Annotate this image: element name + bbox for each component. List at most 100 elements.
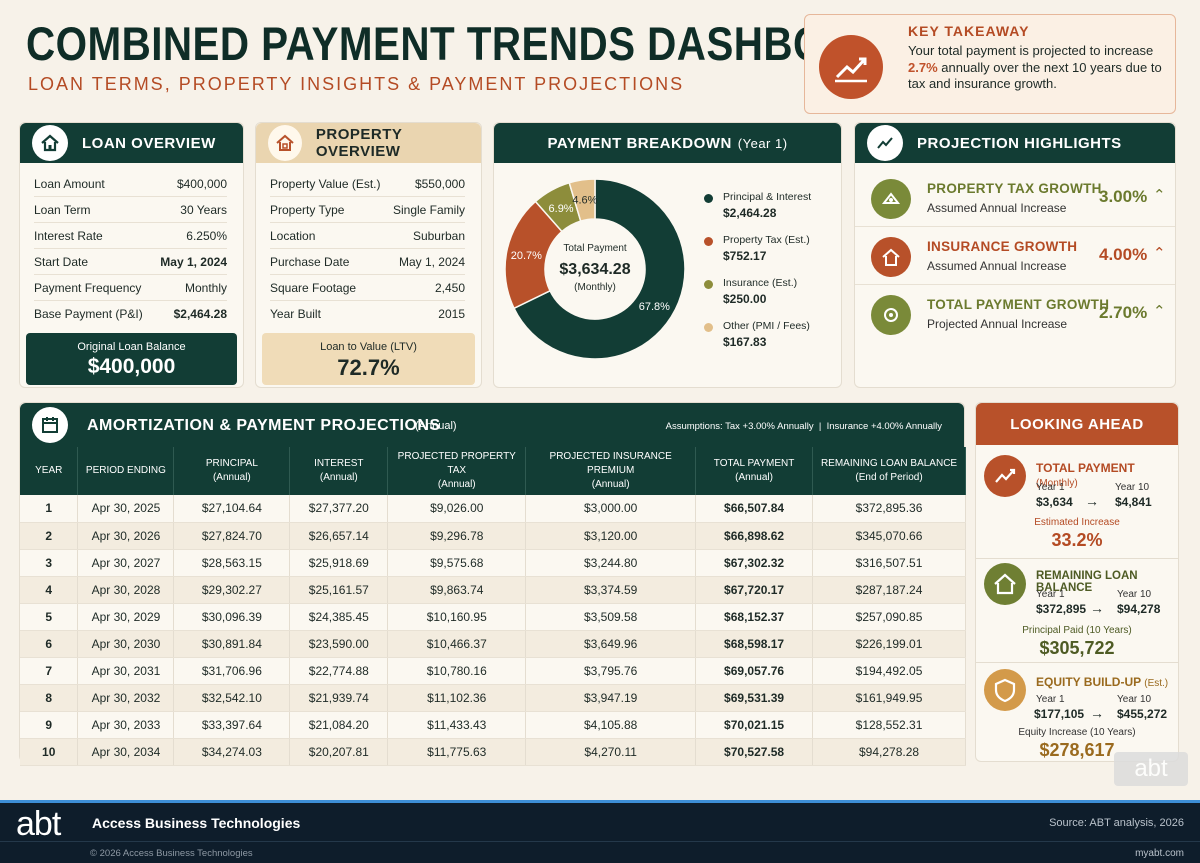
table-cell: Apr 30, 2030 [77,630,175,658]
amortization-table: YEAR PERIOD ENDING PRINCIPAL (Annual) INTERE… [20,447,966,766]
table-cell: $3,947.19 [525,684,697,712]
payment-breakdown-title: PAYMENT BREAKDOWN [547,134,732,152]
payment-breakdown-suffix: (Year 1) [737,135,788,151]
calendar-icon [32,407,68,443]
percent-icon [871,179,911,219]
box-value: $400,000 [87,355,176,378]
legend-name: Property Tax (Est.) [723,234,810,246]
column-header: PROJECTED PROPERTY TAX (Annual) [387,447,527,495]
table-cell: Apr 30, 2031 [77,657,175,685]
table-cell: $67,720.17 [695,576,814,604]
shield-icon [984,669,1026,711]
property-row: Location Suburban [270,223,465,249]
ltv-box: Loan to Value (LTV) 72.7% [262,333,475,385]
table-cell: $70,527.58 [695,738,814,766]
column-header: YEAR [20,447,79,495]
donut-slice-label: 4.6% [572,195,597,207]
table-cell: Apr 30, 2033 [77,711,175,739]
table-cell: $94,278.28 [812,738,966,766]
projection-highlights-header: PROJECTION HIGHLIGHTS [855,123,1175,163]
trend-up-icon [984,455,1026,497]
table-cell: $9,026.00 [387,495,527,523]
building-icon [268,125,302,161]
legend-value: $167.83 [723,335,767,349]
table-cell: $68,152.37 [695,603,814,631]
table-cell: $372,895.36 [812,495,966,523]
table-cell: $3,000.00 [525,495,697,523]
table-row: 7 Apr 30, 2031 $31,706.96 $22,774.88 $10,780… [20,657,966,685]
key-takeaway-card: KEY TAKEAWAY Your total payment is proje… [804,14,1176,114]
property-row: Property Type Single Family [270,197,465,223]
la-y10-label: Year 10 [1115,482,1150,493]
arrow-right-icon: → [1090,705,1104,721]
highlight-value: 2.70% [1099,303,1148,322]
table-cell: $66,898.62 [695,522,814,550]
la-y1-label: Year 1 [1036,589,1065,600]
la-note-value: $278,617 [1039,740,1115,760]
loan-row: Loan Amount $400,000 [34,171,227,197]
table-cell: $345,070.66 [812,522,966,550]
table-cell: $10,160.95 [387,603,527,631]
table-cell: $226,199.01 [812,630,966,658]
legend-value: $2,464.28 [723,206,777,220]
arrow-right-icon: → [1090,600,1104,616]
table-cell: 10 [20,738,79,766]
table-cell: $316,507.51 [812,549,966,577]
table-cell: $3,374.59 [525,576,697,604]
table-row: 2 Apr 30, 2026 $27,824.70 $26,657.14 $9,296.… [20,522,966,550]
table-cell: $4,270.11 [525,738,697,766]
payment-breakdown-header: PAYMENT BREAKDOWN (Year 1) [494,123,841,163]
table-cell: $11,102.36 [387,684,527,712]
table-cell: Apr 30, 2034 [77,738,175,766]
table-cell: $27,104.64 [173,495,291,523]
website-link[interactable]: myabt.com [1135,848,1184,859]
table-cell: $11,775.63 [387,738,527,766]
table-row: 8 Apr 30, 2032 $32,542.10 $21,939.74 $11,102… [20,684,966,712]
table-cell: $9,296.78 [387,522,527,550]
table-cell: $27,377.20 [289,495,389,523]
table-cell: $10,780.16 [387,657,527,685]
loan-label: Loan Amount [34,176,105,191]
property-label: Square Footage [270,280,357,295]
highlight-row: PROPERTY TAX GROWTH Assumed Annual Increa… [855,169,1175,227]
column-header: PROJECTED INSURANCE PREMIUM (Annual) [525,447,697,495]
la-y1: $177,105 [1034,707,1085,721]
loan-row: Loan Term 30 Years [34,197,227,223]
loan-overview-title: LOAN OVERVIEW [82,134,216,152]
legend-name: Other (PMI / Fees) [723,320,810,332]
table-cell: $257,090.85 [812,603,966,631]
table-cell: $31,706.96 [173,657,291,685]
property-value: 2015 [438,307,465,321]
la-y10-label: Year 10 [1117,589,1152,600]
arrow-right-icon: → [1085,493,1099,509]
table-cell: 7 [20,657,79,685]
highlight-title: PROPERTY TAX GROWTH [927,181,1102,196]
table-row: 3 Apr 30, 2027 $28,563.15 $25,918.69 $9,575.… [20,549,966,577]
amortization-header: AMORTIZATION & PAYMENT PROJECTIONS (Annu… [20,403,964,447]
takeaway-highlight: 2.7% [908,59,938,75]
highlight-value: 4.00% [1099,245,1148,264]
copyright: © 2026 Access Business Technologies [90,848,253,859]
table-row: 10 Apr 30, 2034 $34,274.03 $20,207.81 $11,77… [20,738,966,766]
table-cell: $29,302.27 [173,576,291,604]
gear-icon [871,295,911,335]
table-cell: $25,161.57 [289,576,389,604]
donut-center-label: Total Payment [563,243,627,254]
table-cell: $34,274.03 [173,738,291,766]
table-cell: $21,939.74 [289,684,389,712]
page-subtitle: LOAN TERMS, PROPERTY INSIGHTS & PAYMENT … [28,74,685,94]
takeaway-text: Your total payment is projected to incre… [908,43,1162,91]
loan-label: Base Payment (P&I) [34,307,143,321]
table-cell: Apr 30, 2028 [77,576,175,604]
table-cell: $3,649.96 [525,630,697,658]
table-cell: Apr 30, 2032 [77,684,175,712]
trend-up-icon [819,35,883,99]
loan-row: Start Date May 1, 2024 [34,249,227,275]
page-title: COMBINED PAYMENT TRENDS DASHBOARD [26,17,914,70]
la-y1-label: Year 1 [1036,694,1065,705]
loan-row: Base Payment (P&I) $2,464.28 [34,301,227,327]
table-cell: $28,563.15 [173,549,291,577]
donut-slice [568,178,596,223]
looking-ahead-header: LOOKING AHEAD [976,403,1178,445]
highlight-title: TOTAL PAYMENT GROWTH [927,297,1110,312]
